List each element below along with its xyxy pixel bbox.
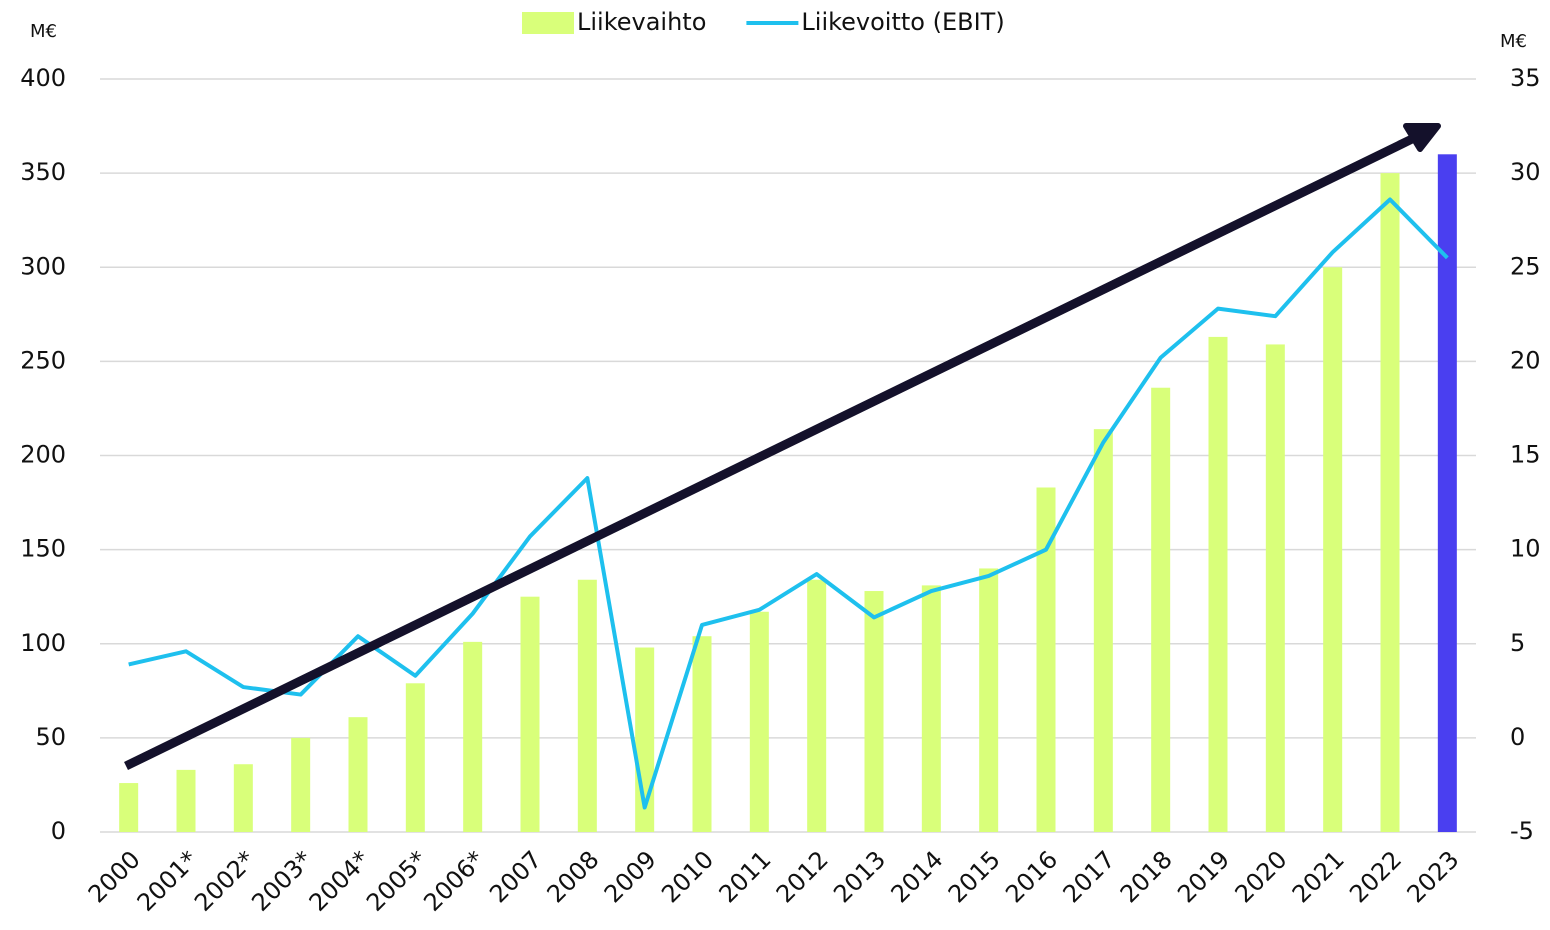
y2-tick-label: 10 xyxy=(1510,535,1541,563)
x-tick-label: 2008 xyxy=(542,845,605,908)
trend-arrow xyxy=(124,123,1441,771)
y2-tick-label: 30 xyxy=(1510,158,1541,186)
bar xyxy=(233,764,253,832)
x-tick-label: 2005* xyxy=(361,845,432,916)
bar xyxy=(119,783,139,832)
y2-tick-label: 15 xyxy=(1510,441,1541,469)
bar xyxy=(1323,267,1343,832)
bar xyxy=(864,591,884,832)
x-tick-label: 2006* xyxy=(418,845,489,916)
y2-tick-label: 20 xyxy=(1510,346,1541,374)
y-tick-label: 300 xyxy=(20,252,66,280)
y-tick-label: 400 xyxy=(20,64,66,92)
x-tick-label: 2007 xyxy=(484,845,547,908)
y-tick-label: 0 xyxy=(51,817,66,845)
y2-tick-label: 25 xyxy=(1510,252,1541,280)
legend-label: Liikevoitto (EBIT) xyxy=(801,8,1004,36)
bar xyxy=(807,579,827,832)
x-tick-label: 2012 xyxy=(771,845,834,908)
y-tick-label: 100 xyxy=(20,629,66,657)
x-tick-label: 2002* xyxy=(189,845,260,916)
bar xyxy=(520,596,540,832)
y-tick-label: 150 xyxy=(20,535,66,563)
x-tick-label: 2010 xyxy=(656,845,719,908)
x-tick-label: 2003* xyxy=(246,845,317,916)
x-tick-label: 2001* xyxy=(132,845,203,916)
y-tick-label: 200 xyxy=(20,441,66,469)
arrow-shaft xyxy=(124,134,1414,771)
bar xyxy=(1265,344,1285,832)
arrow-head xyxy=(1403,123,1441,152)
bar xyxy=(1093,429,1113,832)
legend-swatch xyxy=(522,12,574,34)
x-tick-label: 2014 xyxy=(886,845,949,908)
y-unit-label: M€ xyxy=(30,21,57,42)
x-tick-label: 2020 xyxy=(1230,845,1293,908)
x-tick-label: 2016 xyxy=(1000,845,1063,908)
x-tick-label: 2009 xyxy=(599,845,662,908)
x-tick-label: 2011 xyxy=(714,845,777,908)
bar xyxy=(1151,387,1171,832)
bar xyxy=(1380,173,1400,832)
y-tick-label: 350 xyxy=(20,158,66,186)
y2-unit-label: M€ xyxy=(1500,31,1527,52)
x-tick-label: 2017 xyxy=(1058,845,1121,908)
bar xyxy=(577,579,597,832)
x-tick-label: 2023 xyxy=(1402,845,1465,908)
x-tick-label: 2004* xyxy=(304,845,375,916)
x-tick-label: 2013 xyxy=(828,845,891,908)
bar xyxy=(979,568,999,832)
line xyxy=(128,197,1449,810)
legend-label: Liikevaihto xyxy=(577,8,706,36)
bar xyxy=(176,769,196,832)
x-tick-label: 2022 xyxy=(1344,845,1407,908)
bar xyxy=(405,683,425,832)
x-tick-label: 2018 xyxy=(1115,845,1178,908)
y-tick-label: 50 xyxy=(35,723,66,751)
x-tick-label: 2021 xyxy=(1287,845,1350,908)
y2-tick-label: -5 xyxy=(1510,817,1534,845)
bar xyxy=(1437,154,1457,833)
bar xyxy=(463,641,483,832)
y2-tick-label: 5 xyxy=(1510,629,1525,657)
y2-tick-label: 0 xyxy=(1510,723,1525,751)
y-tick-label: 250 xyxy=(20,346,66,374)
bar xyxy=(692,636,712,832)
bar xyxy=(921,585,941,832)
y2-tick-label: 35 xyxy=(1510,64,1541,92)
x-tick-label: 2015 xyxy=(943,845,1006,908)
bar xyxy=(749,611,769,832)
bar xyxy=(291,737,311,832)
x-tick-label: 2019 xyxy=(1172,845,1235,908)
bar xyxy=(1036,487,1056,832)
bar xyxy=(1208,336,1228,832)
bar xyxy=(348,717,368,832)
